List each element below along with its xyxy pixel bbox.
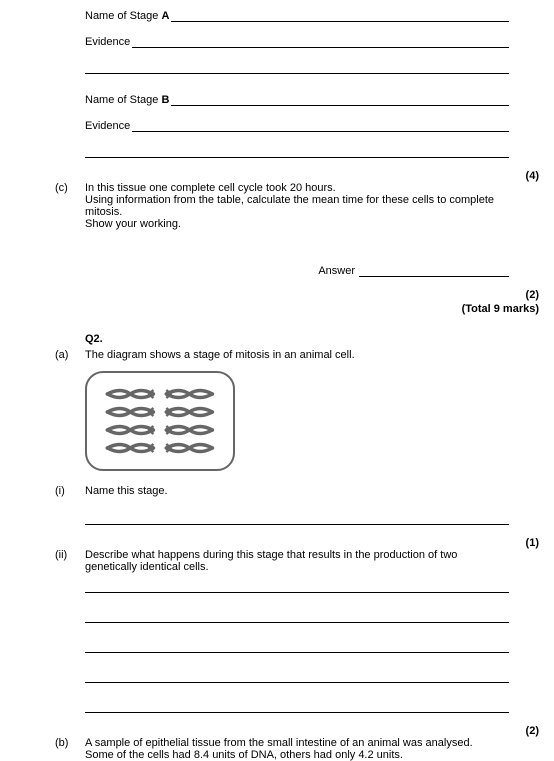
stage-a-name-label: Name of Stage A (85, 10, 169, 22)
q2-part-a-text: The diagram shows a stage of mitosis in … (85, 349, 509, 361)
part-c-section: (c) In this tissue one complete cell cyc… (15, 182, 539, 277)
marks-4: (4) (15, 170, 539, 182)
total-marks: (Total 9 marks) (15, 303, 539, 315)
stage-b-evidence-blank2[interactable] (85, 146, 509, 158)
q2-heading: Q2. (85, 333, 509, 345)
stage-b-evidence-label: Evidence (85, 120, 130, 132)
q2-part-ii-text: Describe what happens during this stage … (85, 549, 509, 573)
marks-2: (2) (15, 725, 539, 737)
q2-part-b-line1: A sample of epithelial tissue from the s… (85, 737, 509, 749)
marks-1: (1) (15, 537, 539, 549)
q2-part-a-section: (a) The diagram shows a stage of mitosis… (15, 349, 539, 471)
q2-part-i-section: (i) Name this stage. (15, 485, 539, 525)
part-c-line3: Show your working. (85, 218, 509, 230)
answer-blank[interactable] (359, 265, 509, 277)
stage-a-evidence-label: Evidence (85, 36, 130, 48)
q2-part-b-label: (b) (55, 737, 68, 749)
q2-part-ii-blank3[interactable] (85, 641, 509, 653)
part-c-line1: In this tissue one complete cell cycle t… (85, 182, 509, 194)
stage-a-name-blank[interactable] (171, 10, 509, 22)
marks-2a: (2) (15, 289, 539, 301)
stage-b-evidence-blank[interactable] (132, 120, 509, 132)
answer-label: Answer (318, 265, 355, 277)
q2-part-i-text: Name this stage. (85, 485, 509, 497)
q2-part-b-section: (b) A sample of epithelial tissue from t… (15, 737, 539, 761)
q2-part-a-label: (a) (55, 349, 68, 361)
q2-part-ii-blank4[interactable] (85, 671, 509, 683)
stage-a-section: Name of Stage A Evidence (85, 10, 509, 74)
q2-part-ii-label: (ii) (55, 549, 67, 561)
q2-part-ii-section: (ii) Describe what happens during this s… (15, 549, 539, 713)
q2-part-ii-blank5[interactable] (85, 701, 509, 713)
stage-a-evidence-blank2[interactable] (85, 62, 509, 74)
q2-part-i-label: (i) (55, 485, 65, 497)
part-c-line2: Using information from the table, calcul… (85, 194, 509, 218)
mitosis-diagram (85, 371, 235, 471)
stage-b-name-label: Name of Stage B (85, 94, 169, 106)
stage-b-name-blank[interactable] (171, 94, 509, 106)
q2-part-i-blank[interactable] (85, 513, 509, 525)
q2-part-ii-blank1[interactable] (85, 581, 509, 593)
stage-b-section: Name of Stage B Evidence (85, 94, 509, 158)
part-c-label: (c) (55, 182, 68, 194)
stage-a-evidence-blank[interactable] (132, 36, 509, 48)
q2-part-ii-blank2[interactable] (85, 611, 509, 623)
q2-part-b-line2: Some of the cells had 8.4 units of DNA, … (85, 749, 509, 761)
